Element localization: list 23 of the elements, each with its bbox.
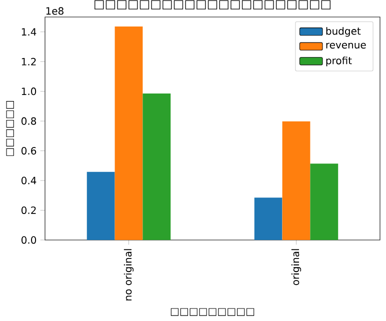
bar: [114, 26, 143, 240]
y-tick-label: 0.4: [22, 176, 36, 184]
y-tick-label: 0.0: [22, 236, 36, 244]
x-axis-title: □□□□□□□□□: [170, 308, 254, 316]
bar: [310, 164, 338, 240]
bar: [282, 121, 310, 240]
chart-title: □□□□□□□□□□□□□□□□□□□□□: [94, 0, 330, 10]
bar: [142, 94, 171, 240]
x-tick-label: no original: [124, 249, 134, 300]
y-tick-label: 1.4: [22, 28, 36, 36]
y-tick-label: 0.6: [22, 147, 36, 155]
text: 1e8: [46, 7, 64, 15]
y-axis-title: □□□□□□: [6, 101, 14, 156]
legend-label: budget: [326, 27, 361, 37]
bar: [86, 172, 115, 240]
y-tick-label: 0.2: [22, 206, 36, 214]
y-tick-label: 0.8: [22, 117, 36, 125]
x-tick-label: original: [291, 249, 302, 286]
legend-label: revenue: [326, 42, 366, 49]
y-tick-label: 1.0: [22, 88, 36, 96]
y-tick-label: 1.2: [22, 58, 36, 66]
legend-label: profit: [326, 56, 352, 66]
bar: [254, 198, 282, 240]
